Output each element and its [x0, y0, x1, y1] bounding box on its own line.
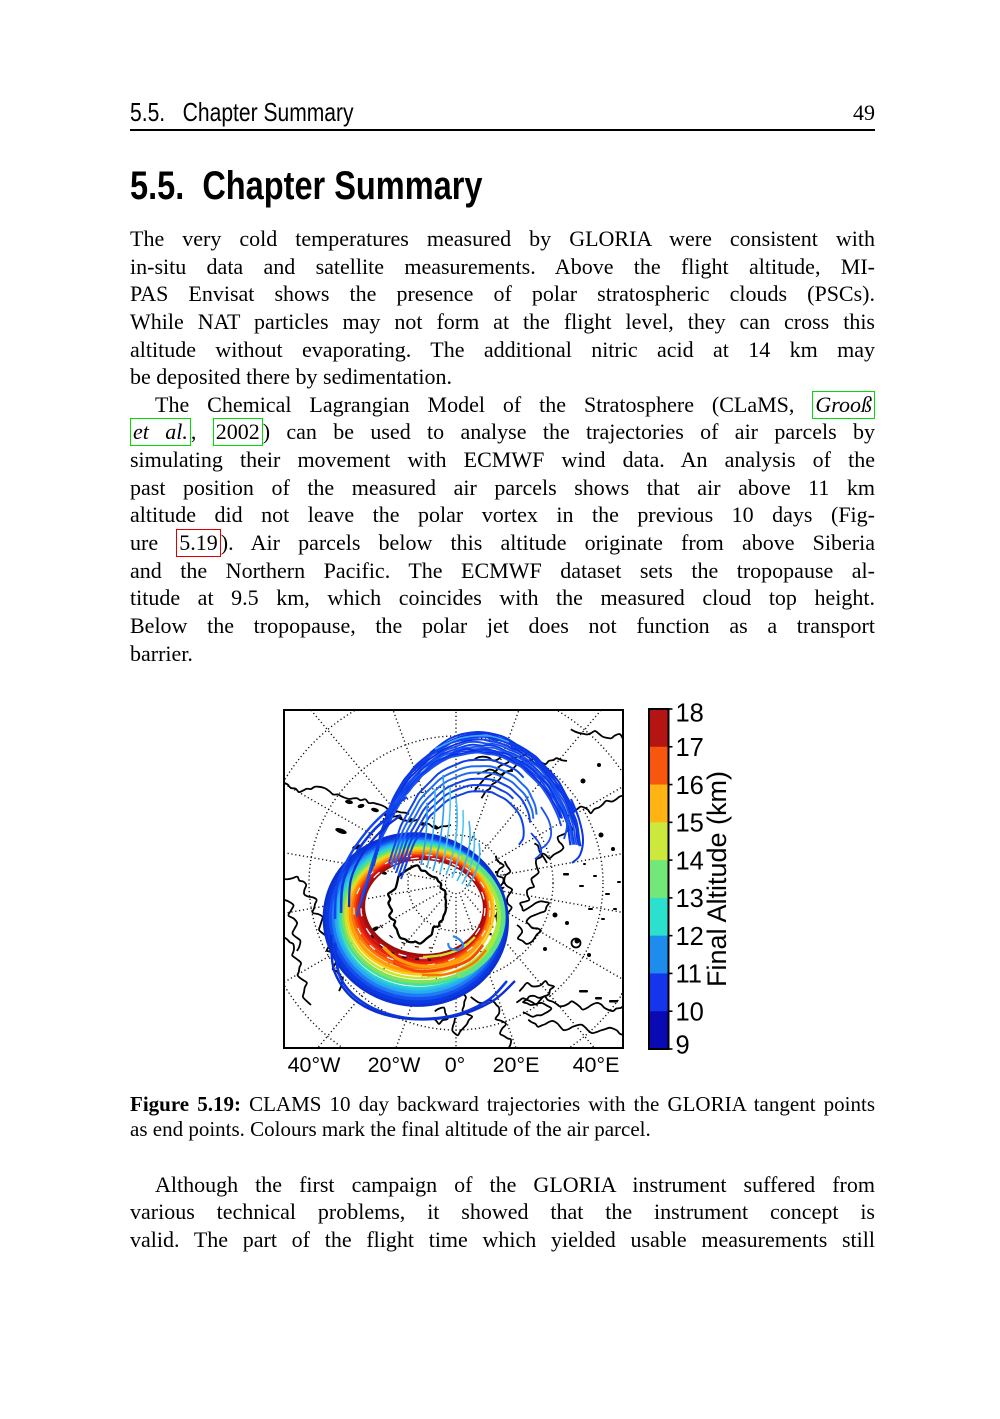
svg-text:11: 11 — [676, 961, 702, 989]
svg-text:20°W: 20°W — [368, 1053, 422, 1077]
svg-text:40°W: 40°W — [288, 1053, 342, 1077]
svg-text:15: 15 — [676, 810, 704, 838]
svg-text:Final Altitude (km): Final Altitude (km) — [702, 771, 732, 987]
svg-text:40°E: 40°E — [573, 1053, 620, 1077]
svg-text:12: 12 — [676, 923, 704, 951]
svg-text:9: 9 — [676, 1032, 690, 1060]
svg-text:13: 13 — [676, 885, 704, 913]
svg-text:10: 10 — [676, 999, 704, 1027]
svg-text:20°E: 20°E — [493, 1053, 540, 1077]
svg-text:17: 17 — [676, 734, 704, 762]
svg-text:14: 14 — [676, 847, 704, 875]
svg-text:18: 18 — [676, 703, 704, 727]
svg-text:16: 16 — [676, 772, 704, 800]
svg-text:0°: 0° — [445, 1053, 466, 1077]
